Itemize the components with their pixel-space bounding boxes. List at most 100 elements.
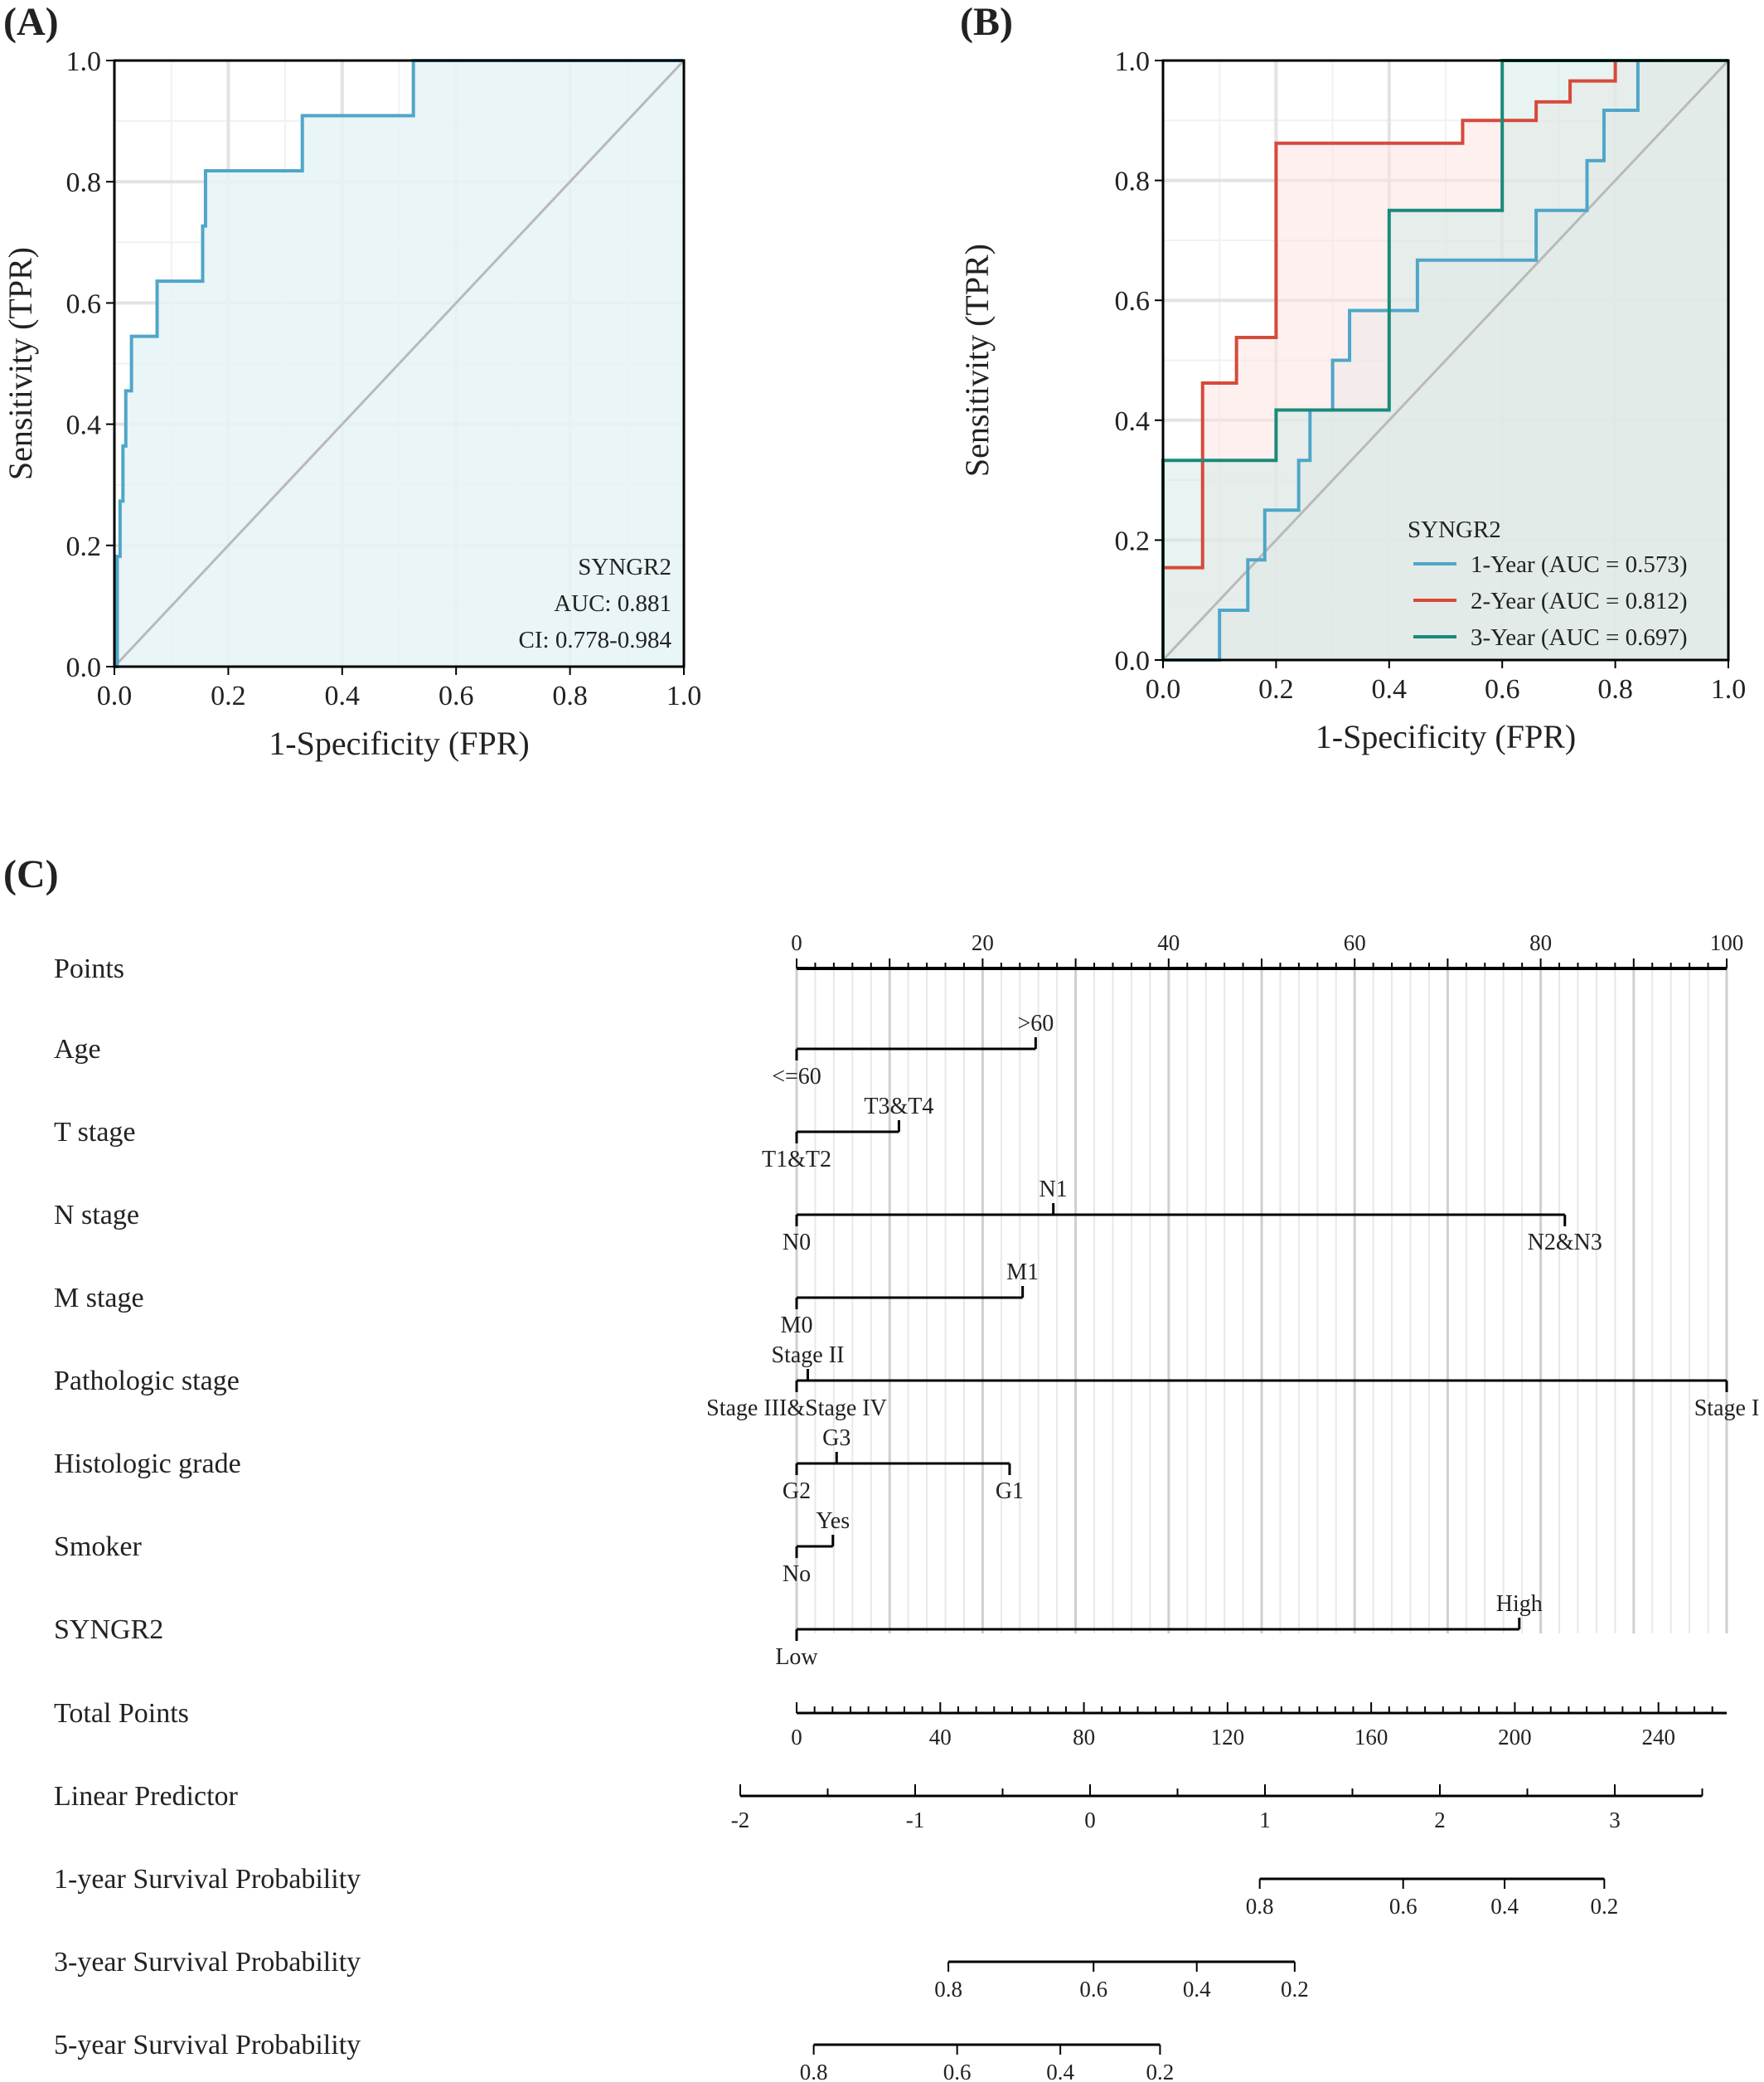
linear-predictor-tick-label: -2: [731, 1808, 750, 1832]
x-axis-title: 1-Specificity (FPR): [269, 725, 529, 762]
level-label: N0: [783, 1230, 811, 1255]
y-tick-label: 0.0: [66, 653, 102, 683]
level-label: N1: [1040, 1177, 1068, 1202]
survival-probability-tick-label: 0.2: [1590, 1894, 1618, 1919]
nomogram-row-label: Age: [54, 1034, 101, 1065]
nomogram-row-label: Histologic grade: [54, 1449, 241, 1479]
legend-label-1: 1-Year (AUC = 0.573): [1471, 551, 1688, 578]
y-tick-label: 0.4: [1115, 406, 1151, 437]
nomogram-row-label: 1-year Survival Probability: [54, 1864, 361, 1895]
level-label: N2&N3: [1528, 1230, 1602, 1255]
level-label: M0: [781, 1313, 813, 1338]
nomogram-row-label: T stage: [54, 1117, 136, 1148]
survival-probability-tick-label: 0.6: [1389, 1894, 1418, 1919]
roc-curve-2: [1163, 59, 1728, 570]
survival-probability-tick-label: 0.8: [1246, 1894, 1274, 1919]
total-points-tick-label: 200: [1498, 1725, 1532, 1750]
y-tick-label: 0.4: [66, 410, 102, 441]
nomogram-row-label: Total Points: [54, 1698, 189, 1729]
level-label: Stage I: [1694, 1395, 1760, 1421]
auc-annotation-line: AUC: 0.881: [554, 590, 671, 617]
level-label: <=60: [772, 1064, 821, 1090]
survival-probability-tick-label: 0.8: [934, 1977, 962, 2002]
y-tick-label: 0.2: [66, 531, 102, 562]
nomogram-row-label: Pathologic stage: [54, 1366, 240, 1396]
auc-annotation-line: SYNGR2: [578, 554, 671, 580]
points-tick-label: 0: [791, 930, 802, 955]
survival-probability-tick-label: 0.4: [1490, 1894, 1519, 1919]
y-tick-label: 0.8: [66, 167, 102, 198]
x-axis-title: 1-Specificity (FPR): [1316, 718, 1576, 755]
linear-predictor-tick-label: 1: [1259, 1808, 1271, 1832]
survival-probability-tick-label: 0.8: [800, 2060, 828, 2082]
level-label: G2: [783, 1478, 811, 1504]
points-tick-label: 100: [1710, 930, 1744, 955]
linear-predictor-tick-label: -1: [906, 1808, 925, 1832]
auc-annotation-line: CI: 0.778-0.984: [519, 627, 672, 653]
survival-probability-tick-label: 0.6: [943, 2060, 972, 2082]
survival-probability-tick-label: 0.6: [1079, 1977, 1107, 2002]
level-label: G1: [996, 1478, 1024, 1504]
level-label: High: [1496, 1591, 1543, 1617]
y-tick-label: 0.0: [1115, 646, 1151, 677]
x-tick-label: 0.2: [1258, 674, 1294, 705]
total-points-tick-label: 240: [1641, 1725, 1675, 1750]
nomogram-row-label: 5-year Survival Probability: [54, 2030, 361, 2060]
legend-label-2: 2-Year (AUC = 0.812): [1471, 588, 1688, 614]
level-label: Yes: [816, 1508, 850, 1534]
y-tick-label: 1.0: [66, 46, 102, 77]
panel-b-time-roc-chart: (B) 0.00.0 0.2 0.2 0.4 0.4 0.6 0.6 0.8 0.8 1.0 1.0 1…: [958, 0, 1746, 755]
nomogram-row-label: Smoker: [54, 1531, 142, 1562]
points-tick-label: 20: [972, 930, 994, 955]
nomogram-row-label: SYNGR2: [54, 1614, 163, 1645]
total-points-tick-label: 160: [1354, 1725, 1388, 1750]
panel-a-roc-chart: (A) 0.00.0 0.2 0.2 0.4 0.4 0.6 0.6 0.8 0.8 1.0 1.0 1…: [2, 0, 701, 762]
x-tick-label: 0.0: [1146, 674, 1181, 705]
y-tick-label: 0.6: [66, 289, 102, 319]
panel-c-nomogram: (C) Points Age T stage N stage M stage Patholo…: [3, 852, 1759, 2082]
x-tick-label: 1.0: [666, 681, 702, 711]
plot-frame: [113, 59, 686, 668]
y-axis-title: Sensitivity (TPR): [2, 247, 39, 480]
x-tick-label: 0.6: [439, 681, 474, 711]
roc-curve-1: [1163, 59, 1728, 662]
diagonal-reference-line: [113, 59, 686, 668]
y-tick-label: 0.8: [1115, 167, 1151, 197]
survival-probability-tick-label: 0.4: [1046, 2060, 1074, 2082]
points-tick-label: 40: [1157, 930, 1180, 955]
x-tick-label: 0.2: [211, 681, 246, 711]
survival-probability-tick-label: 0.2: [1281, 1977, 1309, 2002]
level-label: M1: [1006, 1259, 1039, 1285]
x-tick-label: 0.8: [552, 681, 588, 711]
x-tick-label: 0.8: [1597, 674, 1633, 705]
x-tick-label: 1.0: [1711, 674, 1747, 705]
x-tick-label: 0.0: [97, 681, 133, 711]
level-label: Stage III&Stage IV: [706, 1395, 887, 1421]
nomogram-row-label: N stage: [54, 1200, 139, 1230]
x-tick-label: 0.6: [1485, 674, 1520, 705]
level-label: No: [783, 1561, 811, 1587]
points-tick-label: 60: [1344, 930, 1366, 955]
legend-label-3: 3-Year (AUC = 0.697): [1471, 624, 1688, 651]
x-tick-label: 0.4: [325, 681, 361, 711]
level-label: T3&T4: [864, 1094, 933, 1119]
survival-probability-tick-label: 0.2: [1146, 2060, 1175, 2082]
panel-label: (B): [960, 0, 1013, 44]
linear-predictor-tick-label: 3: [1609, 1808, 1621, 1832]
y-tick-label: 1.0: [1115, 46, 1151, 77]
nomogram-row-label: 3-year Survival Probability: [54, 1947, 361, 1978]
y-axis-title: Sensitivity (TPR): [958, 244, 996, 477]
panel-label: (C): [3, 852, 59, 896]
nomogram-row-label: Linear Predictor: [54, 1781, 239, 1812]
linear-predictor-tick-label: 2: [1434, 1808, 1446, 1832]
nomogram-row-label: M stage: [54, 1283, 144, 1313]
level-label: Low: [775, 1644, 818, 1670]
total-points-tick-label: 0: [791, 1725, 802, 1750]
survival-probability-tick-label: 0.4: [1183, 1977, 1211, 2002]
level-label: T1&T2: [762, 1147, 831, 1172]
y-tick-label: 0.6: [1115, 286, 1151, 317]
panel-label: (A): [3, 0, 59, 44]
total-points-tick-label: 80: [1073, 1725, 1095, 1750]
level-label: Stage II: [772, 1342, 845, 1368]
